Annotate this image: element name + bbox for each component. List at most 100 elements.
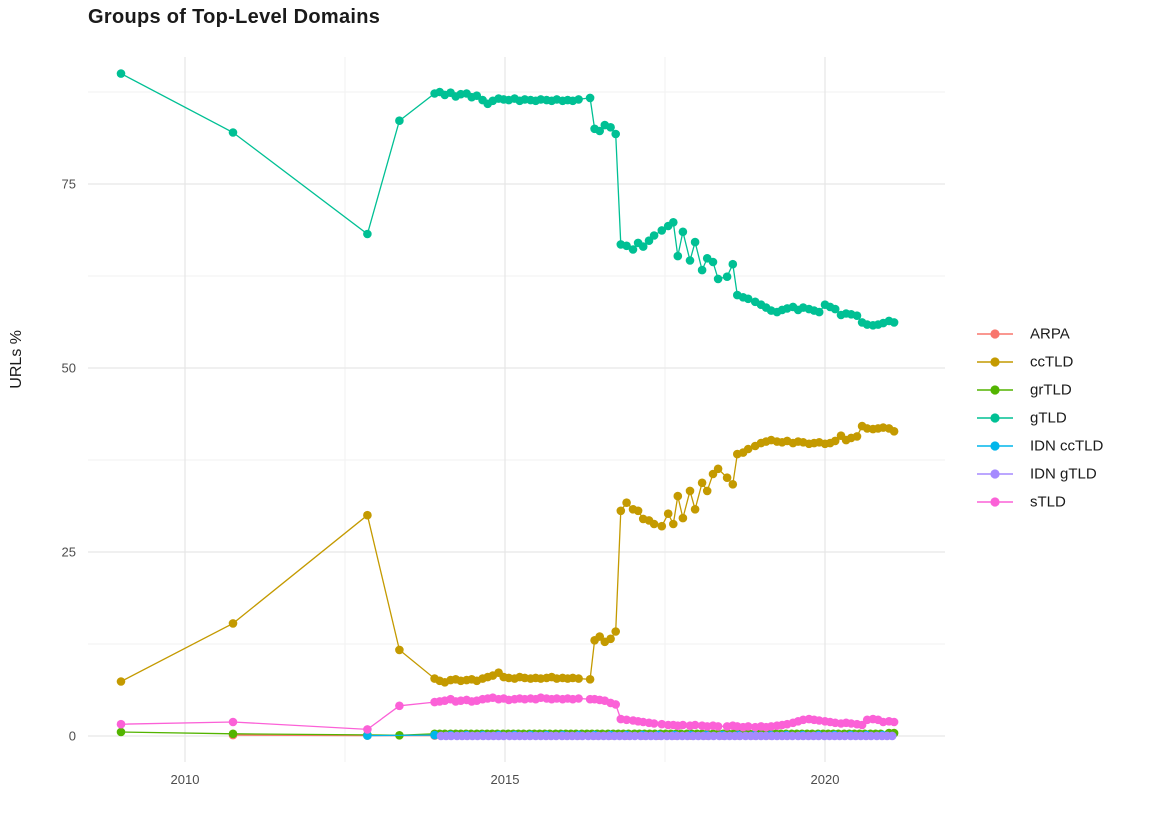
data-point	[574, 674, 583, 683]
data-point	[611, 627, 620, 636]
data-point	[622, 498, 631, 508]
data-point	[616, 506, 626, 516]
data-point	[743, 722, 753, 731]
data-point	[430, 730, 439, 740]
data-point	[585, 93, 595, 103]
data-point	[887, 731, 897, 741]
data-point	[649, 719, 659, 728]
data-point	[116, 69, 126, 78]
axis-tick-labels: 0 25 50 75 2010 2015 2020	[62, 177, 840, 788]
legend-label: sTLD	[1030, 494, 1066, 511]
data-point	[395, 116, 404, 125]
data-point	[702, 486, 712, 496]
series-line	[120, 73, 895, 326]
legend-label: IDN gTLD	[1030, 466, 1097, 483]
legend-label: ccTLD	[1030, 354, 1074, 371]
data-point	[633, 506, 643, 516]
legend-key-point	[990, 497, 1000, 507]
data-point	[595, 126, 604, 136]
data-point	[685, 256, 695, 265]
data-point	[574, 694, 583, 703]
data-point	[852, 311, 862, 321]
y-tick-label: 0	[69, 729, 76, 744]
data-point	[669, 519, 678, 529]
data-point	[690, 720, 700, 730]
data-point	[363, 725, 372, 734]
data-point	[585, 675, 595, 684]
data-point	[606, 123, 615, 132]
series-gTLD	[116, 69, 899, 330]
data-point	[657, 719, 667, 729]
data-point	[363, 229, 372, 239]
data-point	[622, 715, 631, 725]
data-point	[673, 491, 683, 501]
data-point	[363, 731, 372, 740]
data-point	[649, 231, 659, 240]
legend-key-point	[990, 441, 1000, 451]
data-point	[713, 274, 723, 284]
data-point	[228, 729, 238, 739]
data-point	[728, 480, 738, 489]
data-point	[722, 473, 732, 483]
data-point	[743, 294, 753, 304]
data-point	[697, 265, 707, 275]
data-point	[678, 720, 688, 730]
data-point	[363, 510, 372, 520]
legend-entry-sTLD: sTLD	[977, 494, 1066, 511]
legend-key-point	[990, 329, 1000, 339]
data-point	[678, 227, 688, 237]
data-point	[697, 478, 707, 488]
data-point	[852, 432, 862, 441]
legend-entry-ccTLD: ccTLD	[977, 354, 1074, 371]
x-tick-label: 2010	[171, 772, 200, 787]
data-point	[678, 513, 688, 523]
legend-entry-IDN-ccTLD: IDN ccTLD	[977, 438, 1104, 455]
series-sTLD	[116, 693, 899, 734]
x-tick-label: 2020	[811, 772, 840, 787]
data-point	[713, 722, 723, 731]
data-point	[685, 486, 695, 496]
legend-label: grTLD	[1030, 382, 1072, 399]
data-point	[713, 464, 723, 474]
data-point	[708, 257, 718, 267]
data-point	[889, 717, 899, 727]
data-point	[814, 307, 824, 317]
data-point	[116, 719, 126, 729]
data-point	[622, 241, 631, 251]
data-point	[611, 700, 620, 709]
data-point	[830, 436, 840, 446]
legend-key-point	[990, 469, 1000, 479]
data-point	[638, 242, 648, 251]
legend-entry-grTLD: grTLD	[977, 382, 1072, 399]
legend: ARPA ccTLD grTLD gTLD IDN ccTLD IDN gTLD sTLD	[977, 326, 1104, 511]
data-point	[395, 645, 404, 655]
legend-key-point	[990, 357, 1000, 367]
grid-major	[88, 57, 945, 762]
data-point	[657, 226, 667, 235]
data-point	[889, 318, 899, 327]
data-point	[669, 218, 678, 227]
data-point	[673, 251, 683, 261]
data-point	[690, 237, 700, 247]
data-point	[395, 701, 404, 711]
x-tick-label: 2015	[491, 772, 520, 787]
data-point	[606, 634, 615, 644]
data-point	[722, 272, 732, 282]
legend-label: ARPA	[1030, 326, 1070, 343]
data-point	[830, 304, 840, 314]
legend-entry-gTLD: gTLD	[977, 410, 1067, 427]
chart-title: Groups of Top-Level Domains	[88, 6, 381, 28]
grid-minor	[88, 57, 945, 762]
data-point	[657, 521, 667, 531]
data-point	[649, 519, 659, 529]
y-tick-label: 25	[62, 545, 76, 560]
series-ccTLD	[116, 421, 899, 687]
data-point	[611, 129, 620, 139]
legend-entry-IDN-gTLD: IDN gTLD	[977, 466, 1097, 483]
data-point	[690, 505, 700, 514]
data-point	[574, 95, 583, 104]
legend-label: IDN ccTLD	[1030, 438, 1104, 455]
data-point	[228, 619, 238, 628]
y-tick-label: 75	[62, 177, 76, 192]
